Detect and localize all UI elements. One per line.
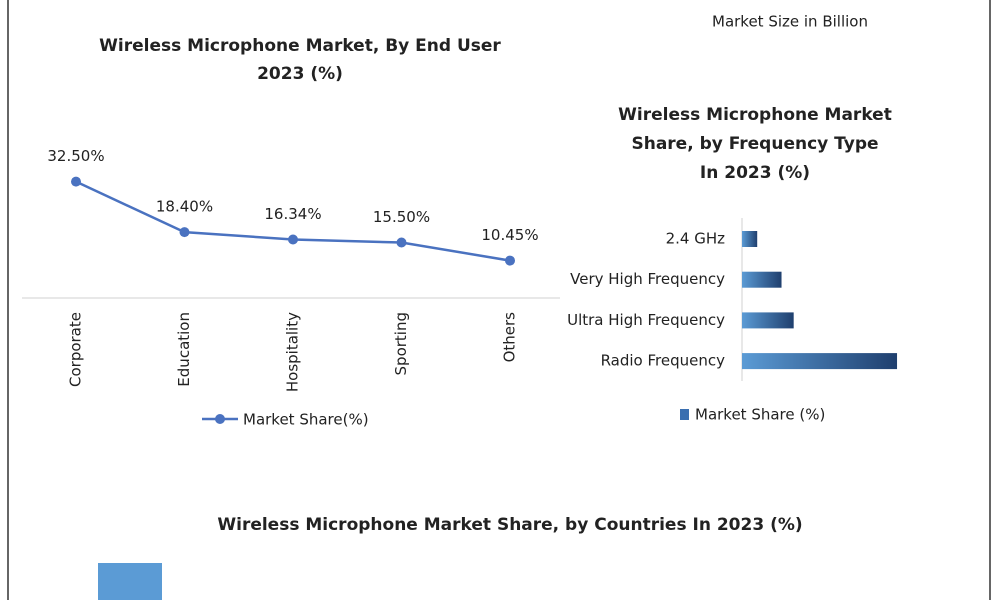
y-tick-label: Radio Frequency [601,352,726,370]
x-tick-label: Education [175,312,193,387]
chart-title: Wireless Microphone Market Share, by Cou… [217,515,802,535]
data-label: 18.40% [156,198,213,216]
chart-title: Wireless Microphone Market [618,105,892,125]
legend-label: Market Share(%) [243,411,369,429]
chart-title: In 2023 (%) [700,163,810,183]
x-tick-label: Others [501,312,519,363]
chart-title: Share, by Frequency Type [631,134,878,154]
point [396,237,407,248]
partial-bar [98,563,162,600]
point [71,176,81,187]
point [288,234,298,245]
data-label: 32.50% [47,147,104,165]
x-tick-label: Sporting [392,312,410,375]
frame [7,0,991,600]
legend-swatch [680,409,689,420]
data-label: 16.34% [264,205,321,223]
point [179,227,190,238]
y-tick-label: 2.4 GHz [666,230,726,248]
data-label: 10.45% [481,226,538,244]
x-tick-label: Corporate [67,312,85,387]
y-tick-label: Ultra High Frequency [567,311,725,329]
bar [742,312,794,329]
bar [742,271,782,288]
y-tick-label: Very High Frequency [570,270,725,288]
bar [742,231,758,247]
chart-title: 2023 (%) [257,64,343,84]
chart-title: Wireless Microphone Market, By End User [99,36,501,56]
data-label: 15.50% [373,208,430,226]
legend-label: Market Share (%) [695,406,825,424]
point [505,255,515,266]
x-tick-label: Hospitality [284,312,302,392]
note: Market Size in Billion [712,13,868,31]
bar [742,353,898,370]
legend-marker [215,414,225,424]
